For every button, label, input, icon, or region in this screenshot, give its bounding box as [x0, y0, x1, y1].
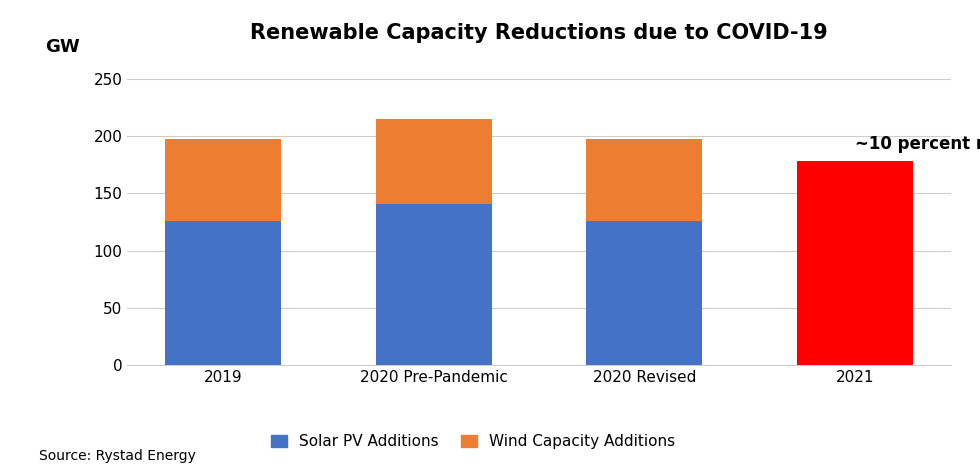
Bar: [375, 119, 492, 204]
Bar: [375, 204, 492, 365]
Title: Renewable Capacity Reductions due to COVID-19: Renewable Capacity Reductions due to COV…: [250, 23, 828, 44]
Legend: Solar PV Additions, Wind Capacity Additions: Solar PV Additions, Wind Capacity Additi…: [266, 428, 681, 455]
Bar: [798, 161, 913, 365]
Bar: [165, 221, 280, 365]
Bar: [586, 221, 703, 365]
Bar: [586, 139, 703, 221]
Bar: [165, 139, 280, 221]
Text: ~10 percent reduction: ~10 percent reduction: [856, 135, 980, 154]
Text: Source: Rystad Energy: Source: Rystad Energy: [39, 449, 196, 463]
Text: GW: GW: [45, 37, 79, 56]
